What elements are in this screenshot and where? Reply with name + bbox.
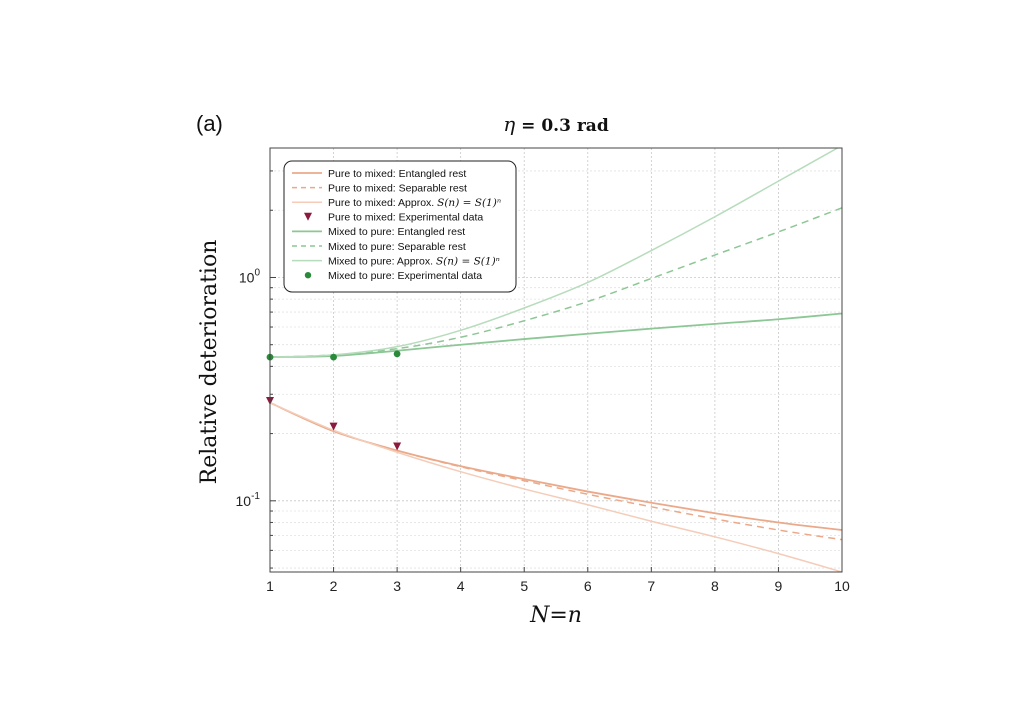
legend-label: Mixed to pure: Entangled rest bbox=[328, 226, 465, 238]
x-tick-label: 10 bbox=[834, 578, 850, 594]
legend: Pure to mixed: Entangled rest Pure to mix… bbox=[283, 160, 517, 293]
title-rest: = 0.3 rad bbox=[515, 116, 609, 136]
series-4-triangle-marker bbox=[393, 442, 402, 451]
legend-entry: Mixed to pure: Approx. S(n) = S(1)ⁿ bbox=[292, 255, 500, 267]
legend-entry: Pure to mixed: Entangled rest bbox=[292, 168, 466, 180]
ticks-layer: 1 2 3 4 5 6 7 8 9 10 10-1 100 bbox=[236, 170, 850, 594]
title-symbol: η bbox=[503, 112, 515, 136]
y-axis-label: Relative deterioration bbox=[197, 240, 222, 485]
series-3-line bbox=[270, 402, 842, 572]
series-2-line bbox=[270, 402, 842, 541]
legend-label: Mixed to pure: Experimental data bbox=[328, 270, 482, 282]
legend-triangle-icon bbox=[304, 212, 312, 221]
x-tick-label: 6 bbox=[584, 578, 592, 594]
plot-frame bbox=[269, 147, 843, 573]
series-layer bbox=[266, 148, 842, 572]
legend-entry: Pure to mixed: Experimental data bbox=[304, 212, 483, 224]
x-tick-label: 7 bbox=[647, 578, 655, 594]
series-6-line bbox=[270, 207, 842, 358]
legend-label: Mixed to pure: Approx. S(n) = S(1)ⁿ bbox=[328, 255, 500, 267]
series-5-line bbox=[270, 312, 842, 359]
panel-label: (a) bbox=[196, 111, 223, 136]
legend-label: Mixed to pure: Separable rest bbox=[328, 241, 466, 253]
x-tick-label: 4 bbox=[457, 578, 465, 594]
series-8-markers bbox=[266, 350, 401, 361]
x-tick-label: 1 bbox=[266, 578, 274, 594]
legend-label: Pure to mixed: Approx. S(n) = S(1)ⁿ bbox=[328, 197, 501, 209]
legend-entry: Mixed to pure: Experimental data bbox=[304, 270, 482, 282]
series-4-triangle-marker bbox=[329, 422, 338, 431]
legend-entry: Pure to mixed: Separable rest bbox=[292, 182, 467, 194]
x-tick-label: 2 bbox=[330, 578, 338, 594]
grid-layer bbox=[269, 148, 843, 572]
legend-circle-icon bbox=[304, 272, 312, 279]
legend-box bbox=[283, 160, 517, 293]
legend-label: Pure to mixed: Entangled rest bbox=[328, 168, 466, 180]
legend-entry: Pure to mixed: Approx. S(n) = S(1)ⁿ bbox=[292, 197, 501, 209]
legend-label: Pure to mixed: Experimental data bbox=[328, 212, 483, 224]
legend-label: Pure to mixed: Separable rest bbox=[328, 182, 467, 194]
series-8-circle-marker bbox=[330, 353, 337, 361]
y-tick-label: 100 bbox=[239, 267, 261, 285]
x-tick-label: 5 bbox=[520, 578, 528, 594]
legend-entry: Mixed to pure: Entangled rest bbox=[292, 226, 465, 238]
x-tick-label: 3 bbox=[393, 578, 401, 594]
series-7-line bbox=[270, 148, 840, 358]
y-tick-label: 10-1 bbox=[236, 491, 261, 509]
x-tick-label: 9 bbox=[775, 578, 783, 594]
series-8-circle-marker bbox=[393, 350, 401, 358]
legend-entry: Mixed to pure: Separable rest bbox=[292, 241, 466, 253]
chart-title: η = 0.3 rad bbox=[503, 112, 609, 136]
x-tick-label: 8 bbox=[711, 578, 719, 594]
x-axis-label: N=n bbox=[529, 603, 582, 628]
